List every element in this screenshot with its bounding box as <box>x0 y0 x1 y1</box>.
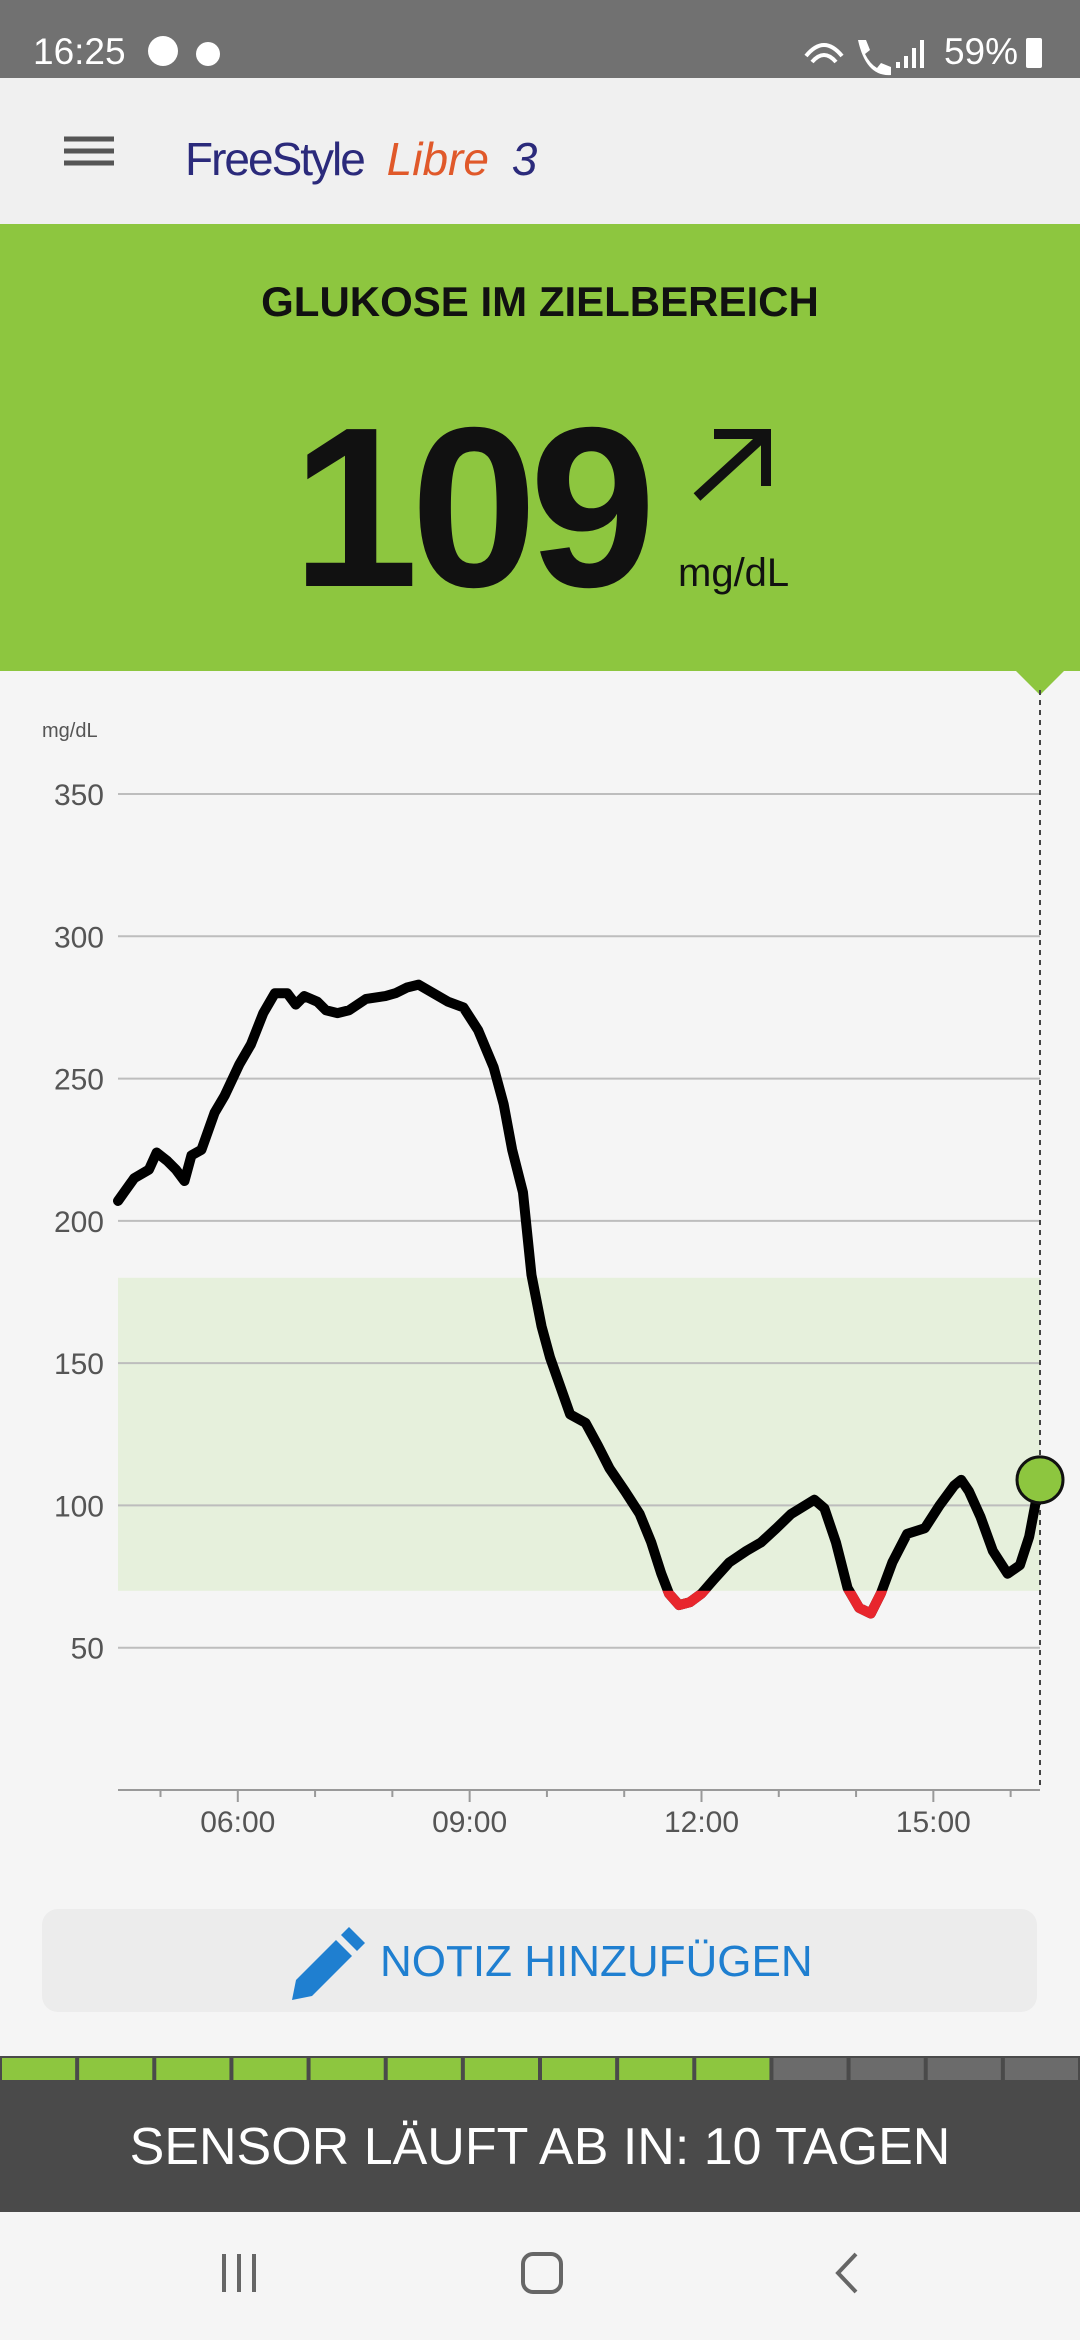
sensor-day-segment <box>156 2058 230 2080</box>
y-tick-label: 350 <box>54 779 104 812</box>
sensor-bar <box>0 2056 1080 2212</box>
sensor-day-segment <box>310 2058 384 2080</box>
call-icon <box>858 40 891 76</box>
logo-text: 3 <box>512 133 538 185</box>
sensor-day-segment <box>773 2058 847 2080</box>
sensor-day-segment <box>2 2058 76 2080</box>
logo-text: FreeStyle <box>185 133 364 185</box>
nav-recents[interactable] <box>222 2254 256 2292</box>
y-tick-label: 250 <box>54 1064 104 1097</box>
current-reading-dot <box>1015 1455 1065 1505</box>
sensor-day-segment <box>464 2058 538 2080</box>
signal-icon <box>896 40 924 68</box>
note-button[interactable] <box>42 1909 1037 2012</box>
glucose-banner <box>0 224 1080 671</box>
nav-back[interactable] <box>835 2252 858 2294</box>
target-range <box>118 1277 1040 1591</box>
note-button-label: NOTIZ HINZUFÜGEN <box>380 1937 813 1986</box>
y-axis-label: mg/dL <box>42 720 98 742</box>
glucose-value: 109 <box>292 381 649 635</box>
sensor-day-segment <box>233 2058 307 2080</box>
app-header <box>0 78 1080 224</box>
sensor-day-segment <box>850 2058 924 2080</box>
battery-text: 59% <box>944 31 1018 72</box>
x-tick-label: 12:00 <box>664 1806 739 1839</box>
glucose-line <box>113 979 1045 1619</box>
sensor-day-segment <box>542 2058 616 2080</box>
x-tick-label: 09:00 <box>432 1806 507 1839</box>
banner-title: GLUKOSE IM ZIELBEREICH <box>261 278 819 325</box>
sensor-day-segment <box>1004 2058 1078 2080</box>
sensor-day-segment <box>696 2058 770 2080</box>
chart: 50 100 150 200 250 300 350 06:00 09:00 12:00 15:00 <box>54 690 1065 1839</box>
nav-home[interactable] <box>521 2252 563 2294</box>
y-tick-label: 100 <box>54 1490 104 1523</box>
logo: FreeStyle Libre 3 <box>185 133 538 185</box>
sensor-day-segment <box>619 2058 693 2080</box>
status-icon <box>196 42 220 66</box>
sensor-day-segment <box>79 2058 153 2080</box>
menu-button[interactable] <box>64 136 114 166</box>
glucose-unit: mg/dL <box>678 551 789 595</box>
y-tick-label: 150 <box>54 1348 104 1381</box>
current-pointer <box>1016 671 1064 695</box>
logo-text: Libre <box>387 133 489 185</box>
sensor-day-segment <box>927 2058 1001 2080</box>
wifi-icon <box>804 43 844 64</box>
pencil-icon <box>292 1927 365 2000</box>
y-tick-label: 50 <box>71 1633 104 1666</box>
status-icon <box>148 36 178 66</box>
sensor-progress <box>2 2058 1078 2080</box>
y-tick-label: 300 <box>54 921 104 954</box>
sensor-text: SENSOR LÄUFT AB IN: 10 TAGEN <box>130 2118 951 2176</box>
sensor-day-segment <box>387 2058 461 2080</box>
x-tick-label: 06:00 <box>200 1806 275 1839</box>
status-time: 16:25 <box>33 31 126 72</box>
battery-icon <box>1026 38 1042 68</box>
y-tick-label: 200 <box>54 1206 104 1239</box>
x-tick-label: 15:00 <box>896 1806 971 1839</box>
nav-bar <box>0 2212 1080 2340</box>
trend-arrow <box>693 429 771 501</box>
